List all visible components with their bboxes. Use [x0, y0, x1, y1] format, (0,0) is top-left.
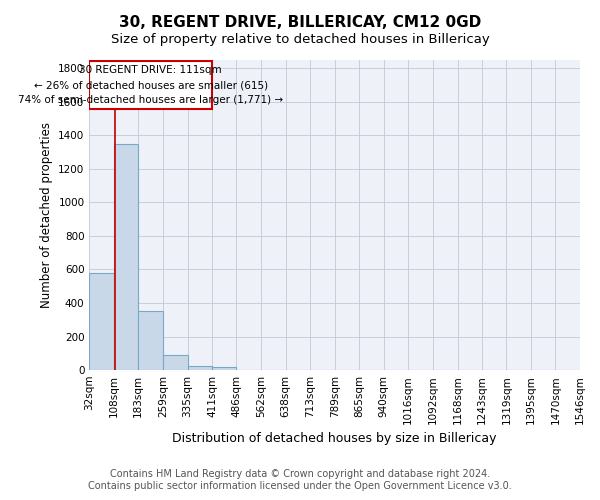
Text: Size of property relative to detached houses in Billericay: Size of property relative to detached ho…: [110, 32, 490, 46]
Text: 30, REGENT DRIVE, BILLERICAY, CM12 0GD: 30, REGENT DRIVE, BILLERICAY, CM12 0GD: [119, 15, 481, 30]
Y-axis label: Number of detached properties: Number of detached properties: [40, 122, 53, 308]
Bar: [138, 312, 163, 370]
Bar: [212, 366, 236, 370]
X-axis label: Distribution of detached houses by size in Billericay: Distribution of detached houses by size …: [172, 432, 497, 445]
Bar: [89, 273, 114, 370]
Bar: [163, 355, 188, 370]
Bar: [114, 144, 138, 370]
FancyBboxPatch shape: [89, 61, 212, 110]
Text: Contains HM Land Registry data © Crown copyright and database right 2024.
Contai: Contains HM Land Registry data © Crown c…: [88, 470, 512, 491]
Bar: [188, 366, 212, 370]
Text: 30 REGENT DRIVE: 111sqm
← 26% of detached houses are smaller (615)
74% of semi-d: 30 REGENT DRIVE: 111sqm ← 26% of detache…: [18, 66, 283, 105]
